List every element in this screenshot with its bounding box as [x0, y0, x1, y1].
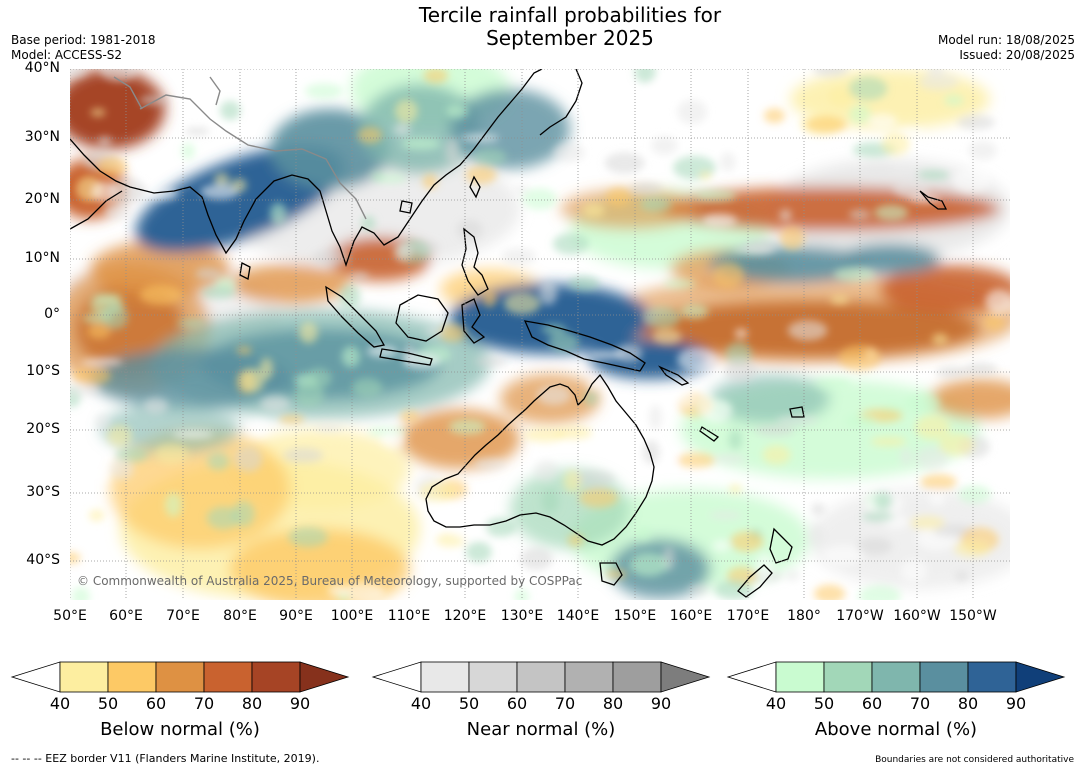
- lon-label: 110°E: [387, 608, 431, 624]
- colorbar-tick: 90: [1005, 694, 1027, 713]
- colorbar-tick: 50: [458, 694, 480, 713]
- model-text: Model: ACCESS-S2: [11, 48, 123, 62]
- colorbar-tick: 60: [506, 694, 528, 713]
- colorbars: [10, 661, 1066, 693]
- colorbar-tick: 80: [957, 694, 979, 713]
- lon-label: 140°E: [556, 608, 600, 624]
- colorbar-tick: 70: [909, 694, 931, 713]
- hainan-coastline: [399, 200, 413, 214]
- lat-label: 30°N: [24, 129, 60, 145]
- title-line-1: Tercile rainfall probabilities for: [418, 3, 722, 27]
- sulawesi-coastline: [461, 298, 486, 344]
- colorbar-title: Above normal (%): [814, 719, 978, 740]
- lon-label: 150°E: [613, 608, 657, 624]
- meta-left: Base period: 1981-2018 Model: ACCESS-S2: [11, 33, 156, 63]
- new-zealand-south-coastline: [737, 564, 773, 598]
- colorbar-title: Near normal (%): [466, 719, 616, 740]
- lat-label: 10°S: [26, 363, 60, 379]
- lon-label: 130°E: [500, 608, 544, 624]
- new-zealand-north-coastline: [769, 527, 793, 564]
- country-borders: [113, 76, 367, 220]
- colorbar-2: [371, 661, 711, 693]
- colorbar-tick: 40: [49, 694, 71, 713]
- lat-label: 20°N: [24, 191, 60, 207]
- lon-label: 160°W: [893, 608, 941, 624]
- lon-label: 70°E: [166, 608, 200, 624]
- lat-label: 20°S: [26, 421, 60, 437]
- lon-label: 100°E: [330, 608, 374, 624]
- title-line-2: September 2025: [486, 26, 654, 50]
- colorbar-title: Below normal (%): [100, 719, 260, 740]
- java-coastline: [379, 348, 433, 366]
- lon-label: 150°W: [949, 608, 997, 624]
- lon-label: 170°E: [726, 608, 770, 624]
- base-period-text: Base period: 1981-2018: [11, 33, 156, 47]
- copyright-text: © Commonwealth of Australia 2025, Bureau…: [77, 574, 583, 588]
- solomon-coastline: [657, 365, 690, 386]
- taiwan-coastline: [469, 175, 481, 199]
- colorbar-tick: 60: [861, 694, 883, 713]
- japan-coastline: [539, 69, 583, 136]
- coastlines: [70, 69, 948, 598]
- lat-label: 30°S: [26, 484, 60, 500]
- australia-coastline: [425, 373, 655, 546]
- lon-label: 180°: [787, 608, 821, 624]
- borneo-coastline: [395, 294, 449, 342]
- colorbar-tick: 40: [410, 694, 432, 713]
- lon-label: 120°E: [443, 608, 487, 624]
- meta-right: Model run: 18/08/2025 Issued: 20/08/2025: [938, 33, 1075, 63]
- sumatra-coastline: [325, 285, 386, 348]
- lon-label: 80°E: [223, 608, 257, 624]
- lon-label: 160°E: [669, 608, 713, 624]
- colorbar-tick: 90: [650, 694, 672, 713]
- lat-label: 40°N: [24, 60, 60, 76]
- colorbar-tick: 80: [602, 694, 624, 713]
- rainfall-probability-map: [70, 69, 1010, 600]
- graticule: [70, 69, 1010, 600]
- model-run-text: Model run: 18/08/2025: [937, 33, 1075, 47]
- new-guinea-coastline: [523, 320, 646, 372]
- colorbar-tick: 70: [193, 694, 215, 713]
- eez-border-note: -- -- -- EEZ border V11 (Flanders Marine…: [11, 752, 320, 765]
- lon-label: 50°E: [53, 608, 87, 624]
- asia-coastline: [70, 69, 543, 268]
- lon-label: 60°E: [109, 608, 143, 624]
- colorbar-tick: 40: [765, 694, 787, 713]
- map-title: Tercile rainfall probabilities for Septe…: [0, 4, 1085, 50]
- boundaries-disclaimer: Boundaries are not considered authoritat…: [875, 755, 1074, 765]
- colorbar-tick: 70: [554, 694, 576, 713]
- hawaii-coastline: [919, 190, 948, 210]
- colorbar-tick: 50: [97, 694, 119, 713]
- lat-label: 0°: [44, 306, 60, 322]
- colorbar-1: [10, 661, 350, 693]
- tasmania-coastline: [599, 562, 623, 586]
- colorbar-tick: 90: [289, 694, 311, 713]
- colorbar-tick: 60: [145, 694, 167, 713]
- colorbar-tick: 80: [241, 694, 263, 713]
- sri-lanka-coastline: [239, 262, 251, 280]
- issued-text: Issued: 20/08/2025: [959, 48, 1075, 62]
- arabian-coastline: [70, 190, 123, 230]
- lon-label: 90°E: [279, 608, 313, 624]
- lat-label: 10°N: [24, 250, 60, 266]
- colorbar-tick: 50: [813, 694, 835, 713]
- lon-label: 170°W: [836, 608, 884, 624]
- lat-label: 40°S: [26, 552, 60, 568]
- philippines-coastline: [461, 227, 489, 296]
- colorbar-3: [726, 661, 1066, 693]
